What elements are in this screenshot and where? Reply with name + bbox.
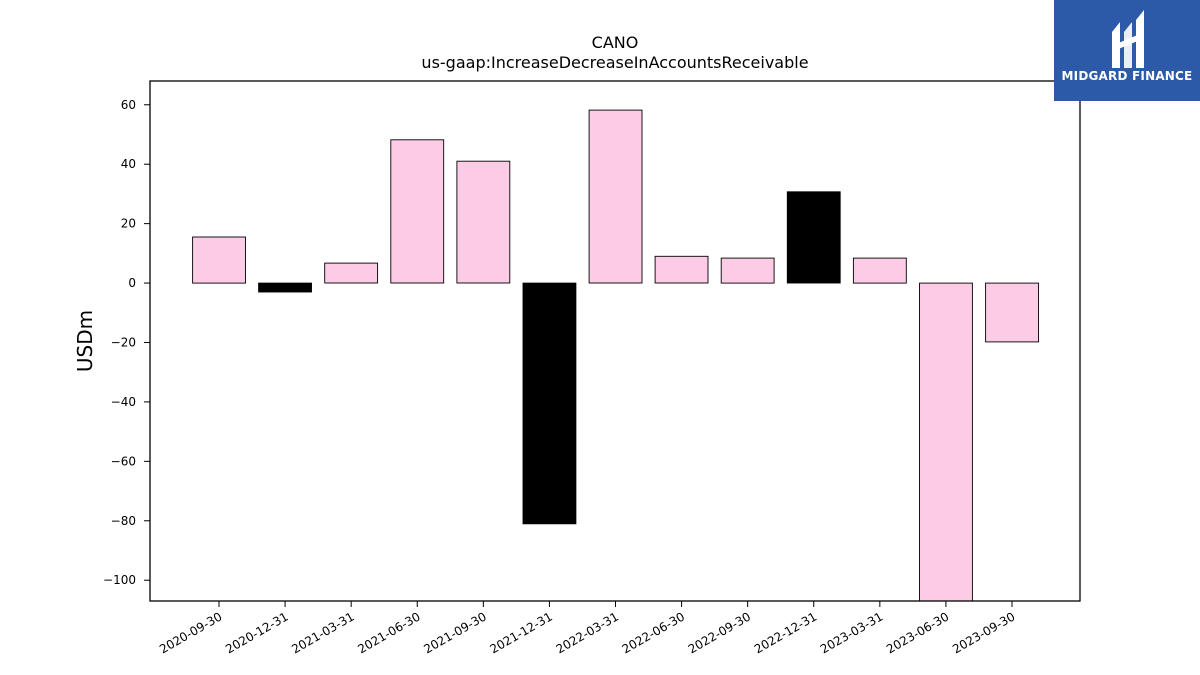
bar-2022-03-31 (588, 109, 643, 284)
bar-2022-09-30 (720, 257, 775, 284)
bar-2021-03-31 (324, 262, 379, 284)
chart-subtitle: us-gaap:IncreaseDecreaseInAccountsReceiv… (421, 53, 808, 72)
y-tick-label: 0 (128, 276, 136, 290)
x-tick-label: 2023-03-31 (818, 609, 885, 656)
x-tick-label: 2021-06-30 (355, 609, 422, 656)
bar-2021-06-30 (390, 139, 445, 284)
brand-logo: MIDGARD FINANCE (1054, 0, 1200, 101)
y-tick-label: −20 (111, 335, 136, 349)
bars-group (192, 109, 1039, 602)
y-tick-label: 40 (121, 157, 136, 171)
brand-name: MIDGARD FINANCE (1061, 69, 1193, 83)
bar-2021-12-31 (522, 282, 577, 525)
y-tick-label: −80 (111, 514, 136, 528)
x-tick-label: 2021-12-31 (488, 609, 555, 656)
x-tick-label: 2022-03-31 (554, 609, 621, 656)
chart-title: CANO (592, 33, 639, 52)
y-tick-label: 60 (121, 98, 136, 112)
x-tick-label: 2020-12-31 (223, 609, 290, 656)
y-tick-label: −60 (111, 454, 136, 468)
y-axis-label: USDm (73, 310, 97, 372)
x-tick-label: 2022-09-30 (686, 609, 753, 656)
x-axis-ticks: 2020-09-302020-12-312021-03-312021-06-30… (157, 601, 1018, 656)
y-tick-label: −40 (111, 395, 136, 409)
x-tick-label: 2023-06-30 (884, 609, 951, 656)
bar-2022-12-31 (786, 191, 841, 284)
bar-2020-12-31 (258, 282, 312, 293)
x-tick-label: 2022-06-30 (620, 609, 687, 656)
bar-2021-09-30 (456, 160, 511, 284)
plot-frame (149, 80, 1081, 602)
x-tick-label: 2021-09-30 (421, 609, 488, 656)
x-tick-label: 2020-09-30 (157, 609, 224, 656)
y-tick-label: −100 (103, 573, 136, 587)
y-axis-ticks: 60 40 20 0 −20 −40 −60 −80 −100 (103, 98, 150, 587)
bar-2022-06-30 (654, 255, 709, 284)
bar-2023-06-30 (919, 282, 973, 602)
y-tick-label: 20 (121, 217, 136, 231)
x-tick-label: 2021-03-31 (289, 609, 356, 656)
x-tick-label: 2023-09-30 (950, 609, 1017, 656)
x-tick-label: 2022-12-31 (752, 609, 819, 656)
brand-mark-icon (1112, 10, 1144, 68)
bar-2023-03-31 (852, 257, 907, 284)
bar-2023-09-30 (985, 282, 1039, 343)
bar-2020-09-30 (192, 236, 246, 284)
